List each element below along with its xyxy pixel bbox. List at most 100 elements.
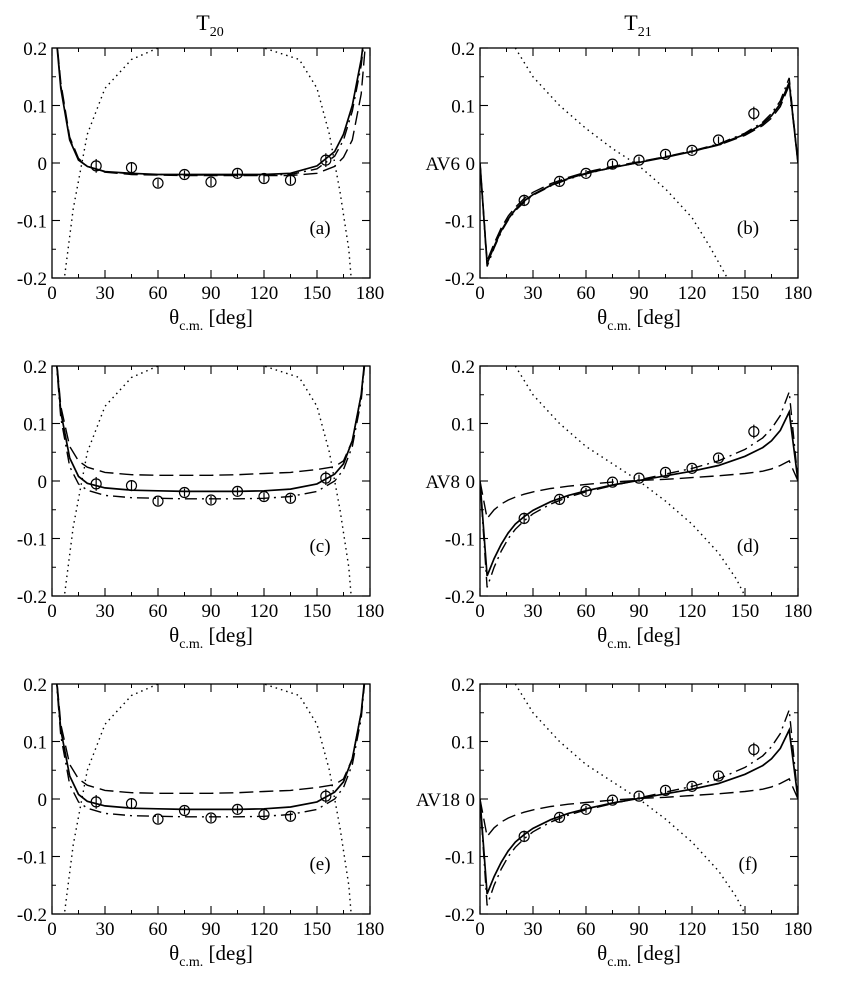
x-tick-label: 90	[202, 919, 221, 940]
x-axis-label-main: θ	[597, 305, 607, 329]
x-axis-label: θc.m. [deg]	[169, 941, 253, 970]
x-axis-label: θc.m. [deg]	[169, 623, 253, 652]
x-axis-label-unit: [deg]	[631, 941, 681, 965]
x-tick-label: 60	[577, 283, 596, 304]
y-tick-label: 0.2	[23, 39, 47, 60]
y-tick-label: 0.2	[23, 357, 47, 378]
x-tick-label: 30	[96, 601, 115, 622]
data-point	[320, 790, 332, 802]
x-tick-label: 150	[731, 919, 760, 940]
data-point	[712, 134, 725, 146]
x-tick-label: 90	[202, 601, 221, 622]
x-tick-label: 30	[524, 283, 543, 304]
data-point	[231, 803, 244, 815]
x-tick-label: 180	[356, 601, 385, 622]
y-tick-label: -0.2	[17, 905, 47, 926]
series-dash-dot-line	[480, 77, 798, 267]
data-point	[90, 478, 102, 490]
data-point	[580, 485, 592, 497]
x-tick-label: 0	[47, 919, 57, 940]
y-tick-label: 0	[38, 472, 48, 493]
x-tick-label: 180	[784, 919, 813, 940]
data-point	[258, 172, 270, 185]
x-tick-label: 120	[678, 283, 707, 304]
column-title-main: T	[196, 10, 210, 35]
y-tick-label: -0.1	[17, 530, 47, 551]
data-point	[518, 830, 530, 842]
x-axis-label-sub: c.m.	[179, 637, 203, 652]
column-title-sub: 20	[210, 25, 224, 40]
data-point	[205, 494, 217, 506]
y-tick-label: -0.2	[445, 587, 475, 608]
y-tick-label: -0.1	[17, 848, 47, 869]
data-point	[633, 154, 645, 166]
x-tick-label: 120	[250, 283, 279, 304]
x-tick-label: 150	[731, 283, 760, 304]
data-point	[633, 790, 645, 802]
y-tick-label: 0.2	[451, 39, 475, 60]
panels-group: 0 30 60 90 120 150 180 -0.2 -0.1 0 0.1 0.2 (a) θc.m. …	[17, 39, 813, 970]
data-point	[518, 194, 530, 206]
column-title-t21: T21	[624, 10, 651, 40]
y-tick-label: -0.2	[445, 905, 475, 926]
series-dash-dot-line	[480, 709, 798, 906]
panel-label: (b)	[737, 218, 759, 239]
x-axis-label-main: θ	[597, 623, 607, 647]
x-tick-label: 150	[731, 601, 760, 622]
data-point	[580, 803, 592, 815]
y-tick-label: 0	[466, 790, 476, 811]
x-tick-label: 30	[524, 919, 543, 940]
series-dashed-line	[56, 366, 365, 476]
data-point	[686, 462, 698, 474]
data-point	[633, 472, 645, 484]
x-tick-label: 120	[678, 601, 707, 622]
panel-label: (f)	[739, 854, 758, 875]
x-axis-label: θc.m. [deg]	[169, 305, 253, 334]
x-tick-label: 180	[784, 283, 813, 304]
data-point	[258, 808, 270, 821]
column-title-sub: 21	[638, 25, 652, 40]
y-tick-label: 0	[466, 154, 476, 175]
x-tick-label: 0	[475, 919, 485, 940]
data-point	[659, 148, 672, 160]
series-dash-dot-line	[55, 366, 366, 500]
x-axis-label-main: θ	[169, 305, 179, 329]
data-point	[320, 154, 332, 166]
data-point	[518, 512, 530, 524]
y-tick-label: 0.1	[451, 733, 475, 754]
y-tick-label: -0.1	[17, 212, 47, 233]
y-tick-label: 0.1	[451, 415, 475, 436]
series-dashed-line	[480, 777, 798, 839]
data-point	[125, 480, 138, 492]
x-tick-label: 30	[96, 919, 115, 940]
data-point	[90, 160, 102, 172]
series-dash-dot-line	[480, 391, 798, 588]
panel-label: (d)	[737, 536, 759, 557]
chart-panel-d: 0 30 60 90 120 150 180 -0.2 -0.1 0 0.1 0.2 (d) AV8 θc.…	[426, 357, 813, 652]
x-axis-label: θc.m. [deg]	[597, 305, 681, 334]
x-axis-label-sub: c.m.	[607, 955, 631, 970]
column-title-t20: T20	[196, 10, 223, 40]
series-dotted-line	[63, 366, 352, 596]
x-tick-label: 150	[303, 283, 332, 304]
series-dashed-line	[480, 82, 798, 262]
data-point	[231, 485, 244, 497]
y-tick-label: 0.1	[23, 415, 47, 436]
y-tick-label: -0.2	[17, 587, 47, 608]
row-label: AV8	[426, 472, 461, 493]
data-point	[659, 466, 672, 478]
data-point	[284, 174, 297, 186]
data-point	[178, 804, 191, 817]
panel-label: (c)	[309, 536, 330, 557]
series-dotted-line	[63, 684, 352, 914]
x-tick-label: 150	[303, 601, 332, 622]
series-dash-dot-line	[56, 48, 364, 176]
data-point	[178, 486, 191, 499]
x-axis-label-sub: c.m.	[179, 319, 203, 334]
x-tick-label: 90	[202, 283, 221, 304]
data-point	[606, 794, 619, 806]
data-point	[580, 167, 592, 179]
x-tick-label: 60	[577, 919, 596, 940]
x-tick-label: 120	[250, 601, 279, 622]
x-tick-label: 60	[149, 601, 168, 622]
